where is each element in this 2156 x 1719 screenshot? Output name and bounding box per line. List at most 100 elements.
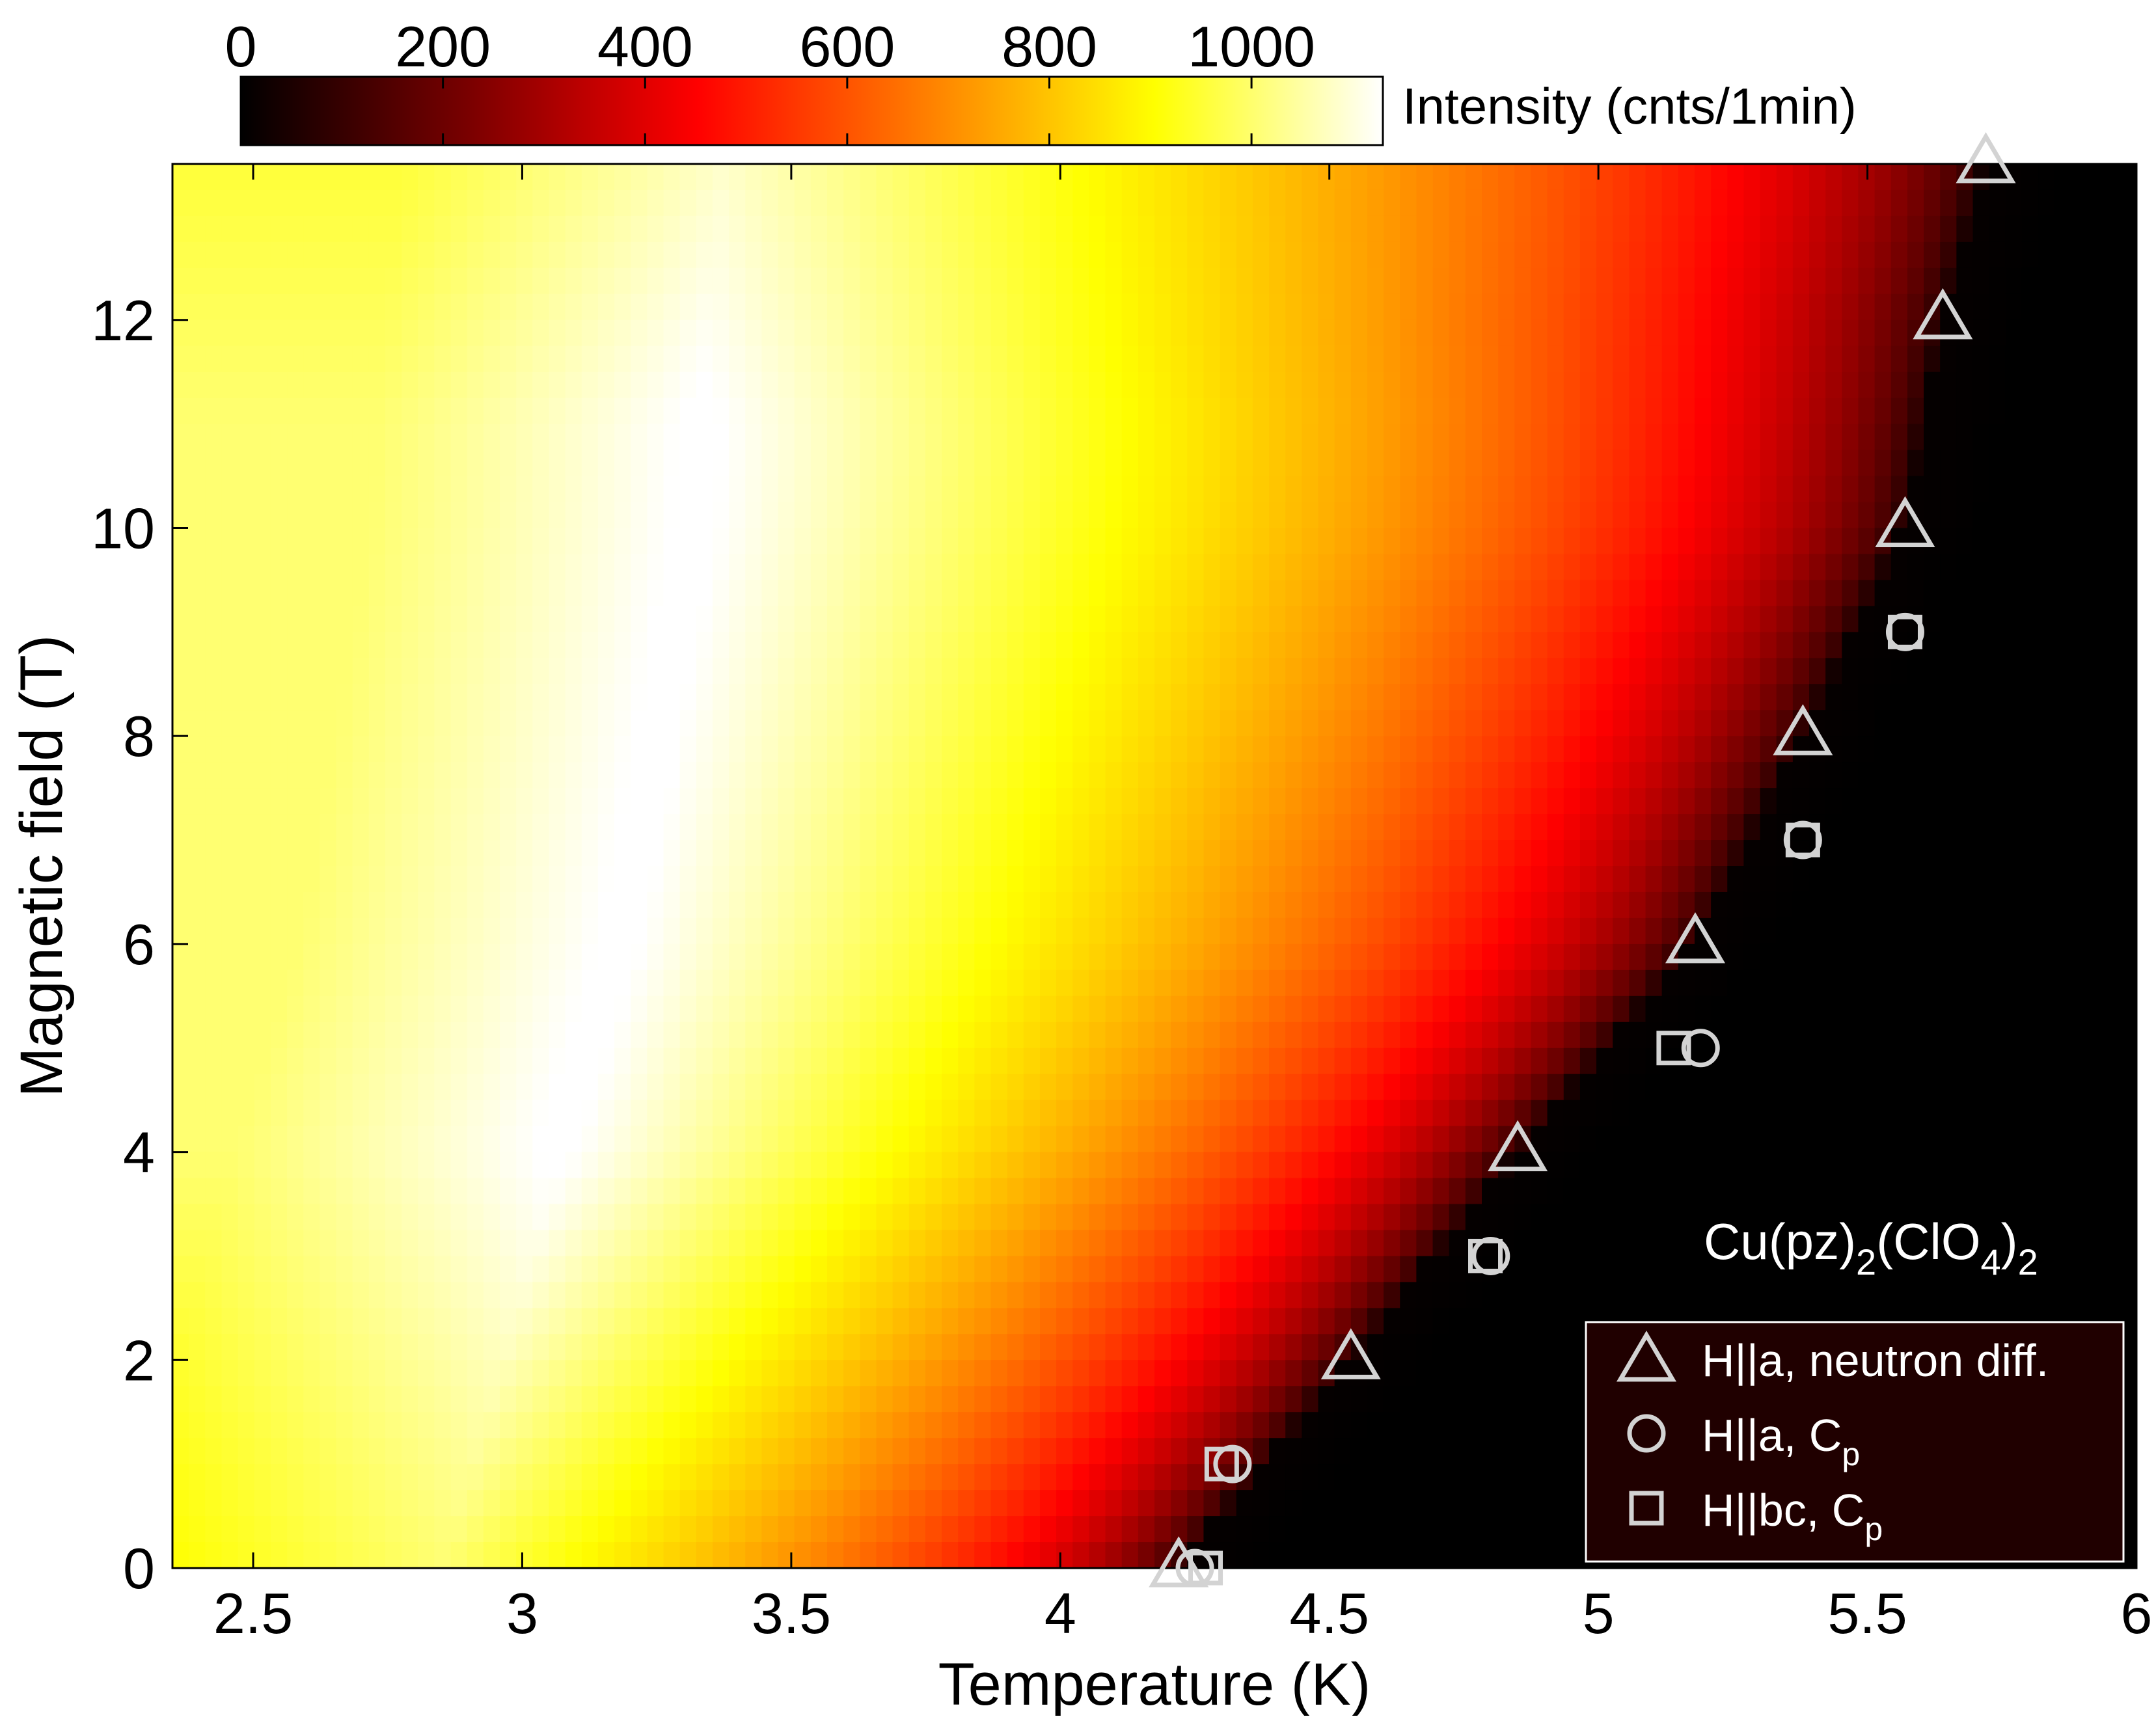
heatmap-cell xyxy=(1646,814,1663,841)
heatmap-cell xyxy=(1825,788,1842,815)
heatmap-cell xyxy=(893,1126,910,1153)
heatmap-cell xyxy=(402,918,418,945)
heatmap-cell xyxy=(1203,814,1220,841)
heatmap-cell xyxy=(1777,216,1794,243)
heatmap-cell xyxy=(2104,528,2121,554)
heatmap-cell xyxy=(2006,814,2023,841)
heatmap-cell xyxy=(516,1126,533,1153)
heatmap-cell xyxy=(909,606,926,632)
heatmap-cell xyxy=(303,1178,320,1205)
heatmap-cell xyxy=(1695,710,1712,737)
heatmap-cell xyxy=(729,1152,746,1179)
heatmap-cell xyxy=(2104,606,2121,632)
heatmap-cell xyxy=(1548,1204,1564,1231)
heatmap-cell xyxy=(795,1204,812,1231)
heatmap-cell xyxy=(1727,710,1744,737)
heatmap-cell xyxy=(1924,398,1941,425)
heatmap-cell xyxy=(876,1100,893,1127)
heatmap-cell xyxy=(369,918,386,945)
heatmap-cell xyxy=(942,554,959,580)
heatmap-cell xyxy=(1171,476,1188,503)
heatmap-cell xyxy=(303,606,320,632)
heatmap-cell xyxy=(238,762,255,789)
heatmap-cell xyxy=(2054,320,2071,347)
heatmap-cell xyxy=(1367,918,1384,945)
heatmap-cell xyxy=(434,424,451,451)
heatmap-cell xyxy=(434,684,451,711)
heatmap-cell xyxy=(1106,918,1123,945)
heatmap-cell xyxy=(761,840,778,867)
heatmap-cell xyxy=(647,1152,664,1179)
heatmap-cell xyxy=(1466,1126,1482,1153)
heatmap-cell xyxy=(1203,502,1220,529)
heatmap-cell xyxy=(1514,320,1531,347)
heatmap-cell xyxy=(172,1126,189,1153)
heatmap-cell xyxy=(713,710,730,737)
heatmap-cell xyxy=(1596,1178,1613,1205)
heatmap-cell xyxy=(1695,606,1712,632)
heatmap-cell xyxy=(353,788,370,815)
heatmap-cell xyxy=(1433,788,1450,815)
heatmap-cell xyxy=(1613,216,1630,243)
heatmap-cell xyxy=(402,372,418,399)
heatmap-cell xyxy=(1809,320,1826,347)
heatmap-cell xyxy=(761,398,778,425)
heatmap-cell xyxy=(1646,658,1663,684)
heatmap-cell xyxy=(1433,450,1450,477)
heatmap-cell xyxy=(549,528,566,554)
heatmap-cell xyxy=(958,762,975,789)
heatmap-cell xyxy=(614,554,631,580)
heatmap-cell xyxy=(713,294,730,321)
heatmap-cell xyxy=(1466,1204,1482,1231)
heatmap-cell xyxy=(1285,892,1302,919)
heatmap-cell xyxy=(843,892,860,919)
heatmap-cell xyxy=(287,554,304,580)
heatmap-cell xyxy=(1024,1152,1041,1179)
heatmap-cell xyxy=(287,1230,304,1256)
heatmap-cell xyxy=(1236,502,1253,529)
heatmap-cell xyxy=(2071,1204,2088,1231)
heatmap-cell xyxy=(1433,918,1450,945)
heatmap-cell xyxy=(991,1230,1008,1256)
heatmap-cell xyxy=(811,658,828,684)
heatmap-cell xyxy=(1875,1126,1892,1153)
heatmap-cell xyxy=(1596,1204,1613,1231)
heatmap-cell xyxy=(369,710,386,737)
heatmap-cell xyxy=(1743,294,1760,321)
heatmap-cell xyxy=(1318,372,1335,399)
heatmap-cell xyxy=(1940,1074,1957,1101)
heatmap-cell xyxy=(516,1100,533,1127)
heatmap-cell xyxy=(631,606,648,632)
heatmap-cell xyxy=(221,1204,238,1231)
heatmap-cell xyxy=(1367,554,1384,580)
heatmap-cell xyxy=(320,1126,336,1153)
heatmap-cell xyxy=(1302,1126,1318,1153)
heatmap-cell xyxy=(1646,970,1663,997)
heatmap-cell xyxy=(2038,970,2055,997)
heatmap-cell xyxy=(1056,814,1073,841)
heatmap-cell xyxy=(1678,606,1695,632)
heatmap-cell xyxy=(1711,528,1728,554)
heatmap-cell xyxy=(827,216,844,243)
heatmap-cell xyxy=(1514,164,1531,191)
heatmap-cell xyxy=(221,1022,238,1049)
heatmap-cell xyxy=(385,866,402,893)
heatmap-cell xyxy=(1907,242,1924,269)
heatmap-cell xyxy=(418,1126,435,1153)
heatmap-cell xyxy=(1007,476,1024,503)
heatmap-cell xyxy=(2038,840,2055,867)
heatmap-cell xyxy=(680,554,697,580)
heatmap-cell xyxy=(795,476,812,503)
heatmap-cell xyxy=(1024,190,1041,217)
heatmap-cell xyxy=(1106,970,1123,997)
heatmap-cell xyxy=(238,814,255,841)
heatmap-cell xyxy=(1187,164,1204,191)
heatmap-cell xyxy=(1924,580,1941,606)
heatmap-cell xyxy=(811,476,828,503)
heatmap-cell xyxy=(909,658,926,684)
heatmap-cell xyxy=(532,918,549,945)
heatmap-cell xyxy=(1825,476,1842,503)
heatmap-cell xyxy=(1580,1022,1597,1049)
heatmap-cell xyxy=(320,736,336,763)
